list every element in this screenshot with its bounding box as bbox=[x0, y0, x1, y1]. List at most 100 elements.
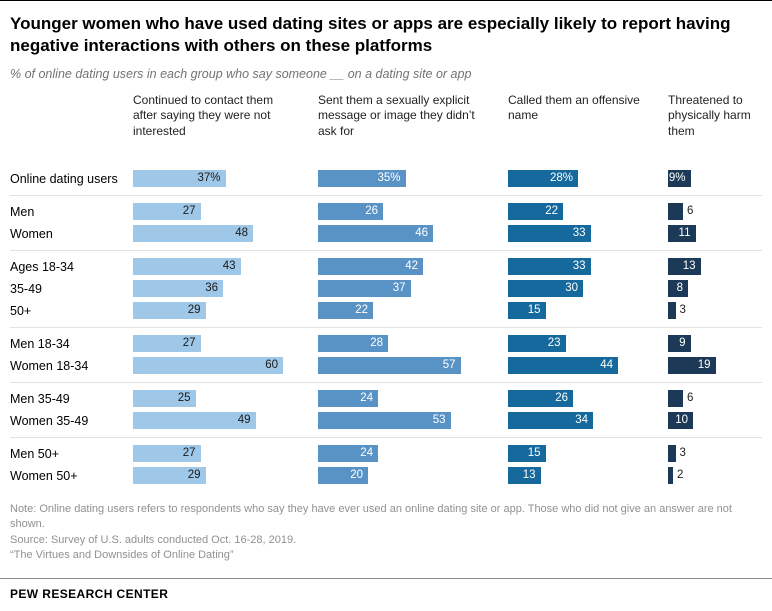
chart-row: Ages 18-34 43 42 33 13 bbox=[10, 256, 762, 278]
bar-value: 48 bbox=[235, 227, 248, 240]
bar-cell: 3 bbox=[668, 445, 762, 463]
bar-cell: 46 bbox=[318, 225, 508, 243]
bar-value: 44 bbox=[600, 359, 613, 372]
bar: 60 bbox=[133, 357, 283, 375]
bar-value: 28% bbox=[549, 172, 573, 185]
bar-cell: 34 bbox=[508, 412, 668, 430]
bar bbox=[668, 467, 673, 485]
bar-cell: 28% bbox=[508, 170, 668, 188]
bar-value: 24 bbox=[360, 392, 373, 405]
bar: 44 bbox=[508, 357, 618, 375]
brand-footer: PEW RESEARCH CENTER bbox=[0, 578, 772, 611]
bar-value: 2 bbox=[677, 469, 684, 482]
row-group: Online dating users 37% 35% 28% 9% bbox=[10, 163, 762, 195]
row-label: Women 50+ bbox=[10, 468, 78, 483]
column-header: Continued to contact them after saying t… bbox=[133, 92, 274, 139]
bar bbox=[668, 203, 683, 221]
bar-cell: 49 bbox=[133, 412, 318, 430]
chart-row: Women 18-34 60 57 44 19 bbox=[10, 355, 762, 377]
bar-value: 6 bbox=[687, 205, 694, 218]
row-label: Men bbox=[10, 204, 35, 219]
bar-cell: 22 bbox=[318, 302, 508, 320]
bar: 23 bbox=[508, 335, 566, 353]
bar bbox=[668, 445, 676, 463]
row-label: 35-49 bbox=[10, 281, 42, 296]
bar-value: 10 bbox=[675, 414, 688, 427]
bar: 27 bbox=[133, 445, 201, 463]
bar: 11 bbox=[668, 225, 696, 243]
bar-cell: 29 bbox=[133, 302, 318, 320]
bar-value: 33 bbox=[572, 227, 586, 240]
bar-cell: 37 bbox=[318, 280, 508, 298]
bar-value: 37% bbox=[197, 172, 221, 185]
bar-value: 22 bbox=[355, 304, 368, 317]
bar-value: 24 bbox=[360, 447, 373, 460]
bar-value: 28 bbox=[370, 337, 383, 350]
bar-value: 22 bbox=[545, 205, 558, 218]
bar-value: 27 bbox=[182, 447, 196, 460]
bar: 8 bbox=[668, 280, 688, 298]
bar-cell: 42 bbox=[318, 258, 508, 276]
bar-cell: 20 bbox=[318, 467, 508, 485]
chart-row: Women 35-49 49 53 34 10 bbox=[10, 410, 762, 432]
row-group: Men 50+ 27 24 15 3 Women 50+ 29 20 13 2 bbox=[10, 436, 762, 492]
bar-cell: 2 bbox=[668, 467, 762, 485]
bar: 33 bbox=[508, 258, 591, 276]
bar-value: 43 bbox=[222, 260, 236, 273]
bar: 10 bbox=[668, 412, 693, 430]
chart-subtitle: % of online dating users in each group w… bbox=[10, 66, 472, 81]
bar-cell: 26 bbox=[318, 203, 508, 221]
bar-cell: 9% bbox=[668, 170, 762, 188]
bar: 9 bbox=[668, 335, 691, 353]
bar-value: 27 bbox=[182, 337, 196, 350]
bar-cell: 33 bbox=[508, 258, 668, 276]
bar bbox=[668, 302, 676, 320]
bar-value: 13 bbox=[682, 260, 696, 273]
bar-cell: 19 bbox=[668, 357, 762, 375]
bar: 49 bbox=[133, 412, 256, 430]
chart-row: Men 50+ 27 24 15 3 bbox=[10, 443, 762, 465]
bar: 22 bbox=[318, 302, 373, 320]
bar-cell: 3 bbox=[668, 302, 762, 320]
bar-value: 9 bbox=[679, 337, 686, 350]
bar-value: 42 bbox=[405, 260, 418, 273]
bar-value: 34 bbox=[575, 414, 588, 427]
bar-value: 3 bbox=[679, 304, 686, 317]
bar-value: 23 bbox=[547, 337, 561, 350]
bar: 28% bbox=[508, 170, 578, 188]
bar: 37% bbox=[133, 170, 226, 188]
bar-cell: 35% bbox=[318, 170, 508, 188]
chart-row: Men 18-34 27 28 23 9 bbox=[10, 333, 762, 355]
bar-cell: 29 bbox=[133, 467, 318, 485]
bar-value: 26 bbox=[555, 392, 568, 405]
bar-cell: 8 bbox=[668, 280, 762, 298]
bar: 43 bbox=[133, 258, 241, 276]
bar: 34 bbox=[508, 412, 593, 430]
bar-value: 9% bbox=[668, 172, 686, 185]
bar-cell: 23 bbox=[508, 335, 668, 353]
bar-cell: 53 bbox=[318, 412, 508, 430]
bar: 30 bbox=[508, 280, 583, 298]
bar-value: 26 bbox=[365, 205, 378, 218]
bar-cell: 37% bbox=[133, 170, 318, 188]
bar-cell: 10 bbox=[668, 412, 762, 430]
bar-value: 33 bbox=[572, 260, 586, 273]
bar-cell: 13 bbox=[508, 467, 668, 485]
bar-value: 11 bbox=[678, 227, 691, 240]
bar-cell: 11 bbox=[668, 225, 762, 243]
source-text: Source: Survey of U.S. adults conducted … bbox=[10, 533, 297, 546]
bar-value: 15 bbox=[527, 304, 541, 317]
bar-value: 8 bbox=[676, 282, 683, 295]
bar-cell: 6 bbox=[668, 203, 762, 221]
bar: 46 bbox=[318, 225, 433, 243]
column-header: Threatened to physically harm them bbox=[668, 92, 751, 139]
bar: 13 bbox=[508, 467, 541, 485]
bar-cell: 24 bbox=[318, 445, 508, 463]
bar: 48 bbox=[133, 225, 253, 243]
bar-cell: 28 bbox=[318, 335, 508, 353]
bar-cell: 27 bbox=[133, 203, 318, 221]
row-label: Women bbox=[10, 226, 53, 241]
bar-value: 57 bbox=[442, 359, 456, 372]
bar-cell: 57 bbox=[318, 357, 508, 375]
